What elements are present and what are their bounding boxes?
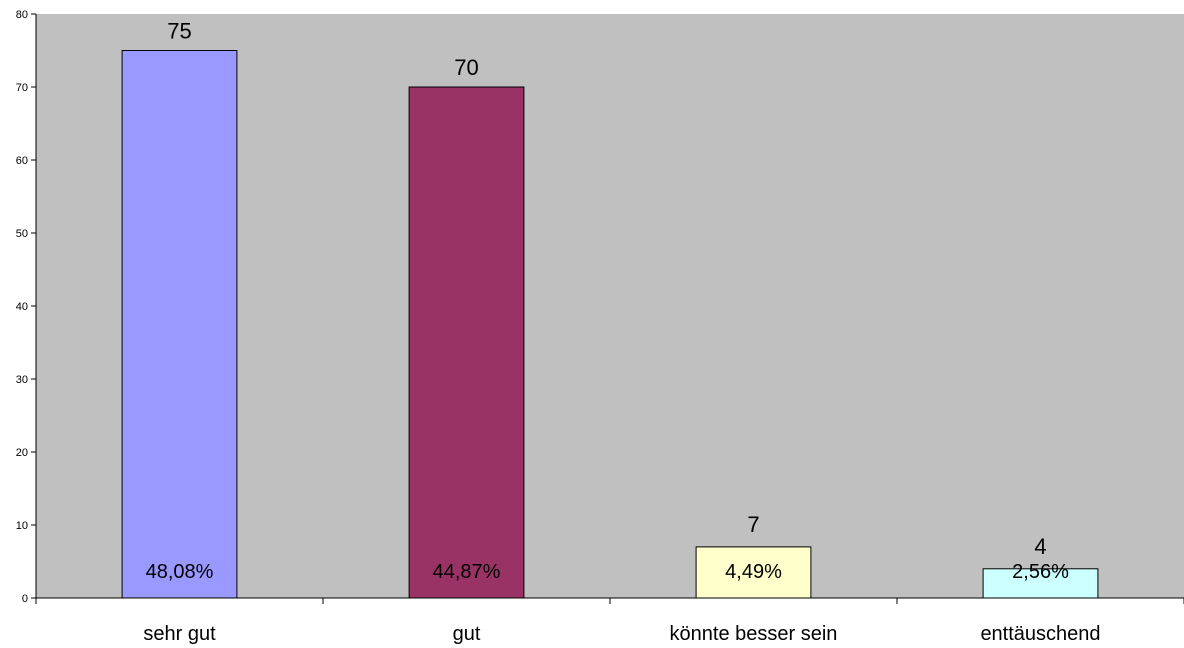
bar <box>121 50 238 599</box>
bar-percent-label: 4,49% <box>725 561 782 583</box>
bar-percent-label: 48,08% <box>146 561 214 583</box>
y-tick-label: 0 <box>22 593 28 605</box>
x-category-label: gut <box>453 623 481 645</box>
bar <box>695 546 812 599</box>
bar-percent-label: 2,56% <box>1012 561 1069 583</box>
bar-value-label: 4 <box>1034 534 1046 559</box>
y-tick-label: 20 <box>16 447 28 459</box>
bar-value-label: 7 <box>747 512 759 537</box>
bar-percent-label: 44,87% <box>433 561 501 583</box>
x-category-label: enttäuschend <box>980 623 1100 645</box>
bar <box>982 568 1099 599</box>
y-tick-label: 80 <box>16 9 28 21</box>
y-tick-label: 10 <box>16 520 28 532</box>
bar <box>408 86 525 599</box>
x-category-label: sehr gut <box>143 623 216 645</box>
y-tick-label: 70 <box>16 82 28 94</box>
y-tick-label: 40 <box>16 301 28 313</box>
bar-value-label: 70 <box>454 55 478 80</box>
x-category-label: könnte besser sein <box>670 623 838 645</box>
y-tick-label: 60 <box>16 155 28 167</box>
y-tick-label: 50 <box>16 228 28 240</box>
bar-value-label: 75 <box>167 19 191 44</box>
y-tick-label: 30 <box>16 374 28 386</box>
